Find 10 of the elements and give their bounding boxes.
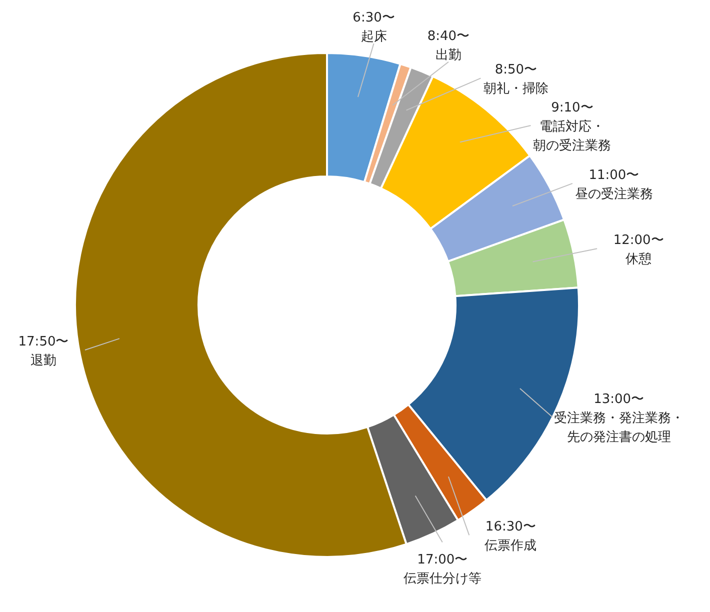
slice-label: 8:50〜朝礼・掃除 <box>483 62 548 97</box>
slice-label: 8:40〜出勤 <box>427 28 470 63</box>
slice-label: 11:00〜昼の受注業務 <box>574 168 653 202</box>
slice-label: 13:00〜受注業務・発注業務・先の発注書の処理 <box>554 392 684 445</box>
slice-label: 17:00〜伝票仕分け等 <box>403 552 482 586</box>
slice-label: 17:50〜退勤 <box>18 334 69 368</box>
slice-label: 12:00〜休憩 <box>613 233 664 268</box>
slice-label: 6:30〜起床 <box>352 10 395 45</box>
slice-label: 9:10〜電話対応・朝の受注業務 <box>533 100 612 154</box>
slice-label: 16:30〜伝票作成 <box>484 520 537 554</box>
